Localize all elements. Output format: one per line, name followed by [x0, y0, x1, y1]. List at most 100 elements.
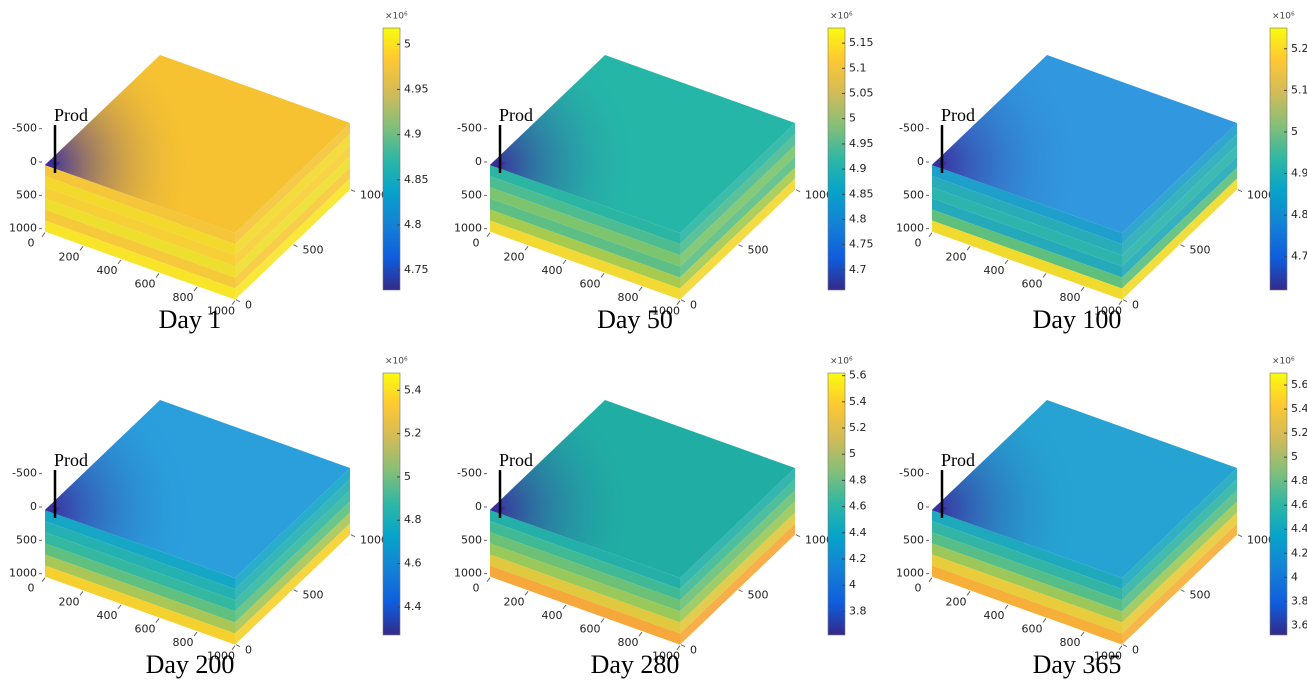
colorbar-tick-label: 4.75: [849, 238, 874, 251]
z-tick-label: -500: [12, 467, 37, 480]
colorbar-tick-label: 5.6: [1291, 378, 1307, 391]
panel-title: Day 200: [146, 650, 235, 679]
x-tick-label: 1000: [1094, 650, 1122, 663]
x-tick: [1118, 300, 1123, 305]
y-tick-label: 500: [748, 244, 769, 257]
colorbar-tick-label: 5.1: [849, 61, 867, 74]
x-tick: [79, 245, 84, 251]
front-face: [490, 565, 680, 645]
front-face: [45, 165, 235, 245]
right-face: [1122, 156, 1237, 278]
x-tick: [79, 590, 84, 596]
right-face: [1122, 501, 1237, 623]
x-tick: [966, 245, 971, 251]
x-tick-label: 0: [28, 237, 35, 250]
front-face: [45, 198, 235, 278]
y-tick-label: 500: [303, 589, 324, 602]
right-face: [235, 156, 350, 278]
x-tick-label: 200: [59, 595, 80, 608]
front-face: [932, 521, 1122, 601]
colorbar-tick-label: 5: [1291, 125, 1298, 138]
y-tick: [235, 299, 241, 303]
x-tick-label: 800: [1060, 636, 1081, 649]
z-tick-label: 1000: [454, 222, 482, 235]
colorbar-tick-label: 5.2: [404, 427, 422, 440]
x-tick-label: 800: [1060, 291, 1081, 304]
right-face: [1122, 123, 1237, 245]
y-tick-label: 1000: [360, 189, 388, 202]
x-tick-label: 600: [580, 622, 601, 635]
y-tick: [235, 644, 241, 648]
y-tick: [795, 189, 801, 193]
right-face: [235, 479, 350, 601]
y-tick-label: 500: [1190, 589, 1211, 602]
right-face: [680, 479, 795, 601]
front-face: [490, 532, 680, 612]
colorbar-tick-label: 4: [1291, 570, 1298, 583]
well-cell: [932, 159, 948, 169]
z-tick-label: -500: [899, 467, 924, 480]
front-face: [45, 209, 235, 289]
right-face: [680, 156, 795, 278]
colorbar-tick-label: 4.8: [849, 212, 867, 225]
colorbar-tick-label: 4.7: [1291, 250, 1307, 263]
front-face: [932, 532, 1122, 612]
colorbar: [1269, 372, 1288, 636]
front-face: [490, 165, 680, 245]
x-tick: [600, 618, 605, 623]
x-tick-label: 1000: [207, 650, 235, 663]
colorbar-exponent: ×10⁶: [385, 357, 408, 367]
x-tick-label: 400: [97, 609, 118, 622]
panel: Prod -500 0 500 1000 0 200 400 600 800 1000 0 500 100…: [896, 357, 1307, 679]
z-tick-label: 500: [903, 188, 924, 201]
z-tick-label: 1000: [9, 222, 37, 235]
x-tick-label: 400: [984, 264, 1005, 277]
x-tick: [41, 232, 46, 237]
colorbar-exponent: ×10⁶: [830, 12, 853, 22]
colorbar-tick-label: 4.4: [849, 526, 867, 539]
z-tick-label: 1000: [454, 567, 482, 580]
colorbar-tick-label: 4.8: [404, 513, 422, 526]
front-face: [45, 543, 235, 623]
y-tick: [1180, 244, 1185, 248]
x-tick: [231, 300, 236, 305]
right-face: [1122, 490, 1237, 612]
panel: Prod -500 0 500 1000 0 200 400 600 800 1000 0 500 100…: [454, 12, 874, 334]
front-face: [490, 521, 680, 601]
x-tick: [117, 259, 122, 265]
top-shade: [490, 55, 795, 233]
x-tick-label: 200: [946, 250, 967, 263]
x-tick-label: 1000: [652, 305, 680, 318]
colorbar-tick-label: 4.9: [404, 128, 422, 141]
x-tick: [676, 300, 681, 305]
top-shade: [490, 400, 795, 578]
front-face: [932, 165, 1122, 245]
front-face: [490, 543, 680, 623]
front-face: [45, 565, 235, 645]
right-face: [235, 490, 350, 612]
colorbar-tick-label: 4.95: [404, 82, 429, 95]
right-face: [235, 178, 350, 300]
colorbar-tick-label: 5.6: [849, 369, 867, 382]
x-tick: [1042, 273, 1047, 278]
z-tick-label: 1000: [896, 222, 924, 235]
y-tick: [350, 534, 356, 538]
x-tick: [155, 273, 160, 278]
z-tick-label: 500: [16, 188, 37, 201]
front-face: [490, 510, 680, 590]
colorbar-tick-label: 5.1: [1291, 83, 1307, 96]
y-tick: [1237, 189, 1243, 193]
x-tick: [41, 577, 46, 582]
z-tick-label: 0: [475, 155, 482, 168]
front-face: [490, 176, 680, 256]
right-face: [680, 512, 795, 634]
colorbar-exponent: ×10⁶: [1272, 12, 1295, 22]
right-face: [235, 501, 350, 623]
right-face: [1122, 512, 1237, 634]
right-face: [1122, 178, 1237, 300]
right-face: [680, 123, 795, 245]
colorbar-tick-label: 4.8: [404, 218, 422, 231]
colorbar-tick-label: 5.05: [849, 87, 874, 100]
x-tick-label: 800: [618, 636, 639, 649]
panel-title: Day 100: [1033, 305, 1122, 334]
